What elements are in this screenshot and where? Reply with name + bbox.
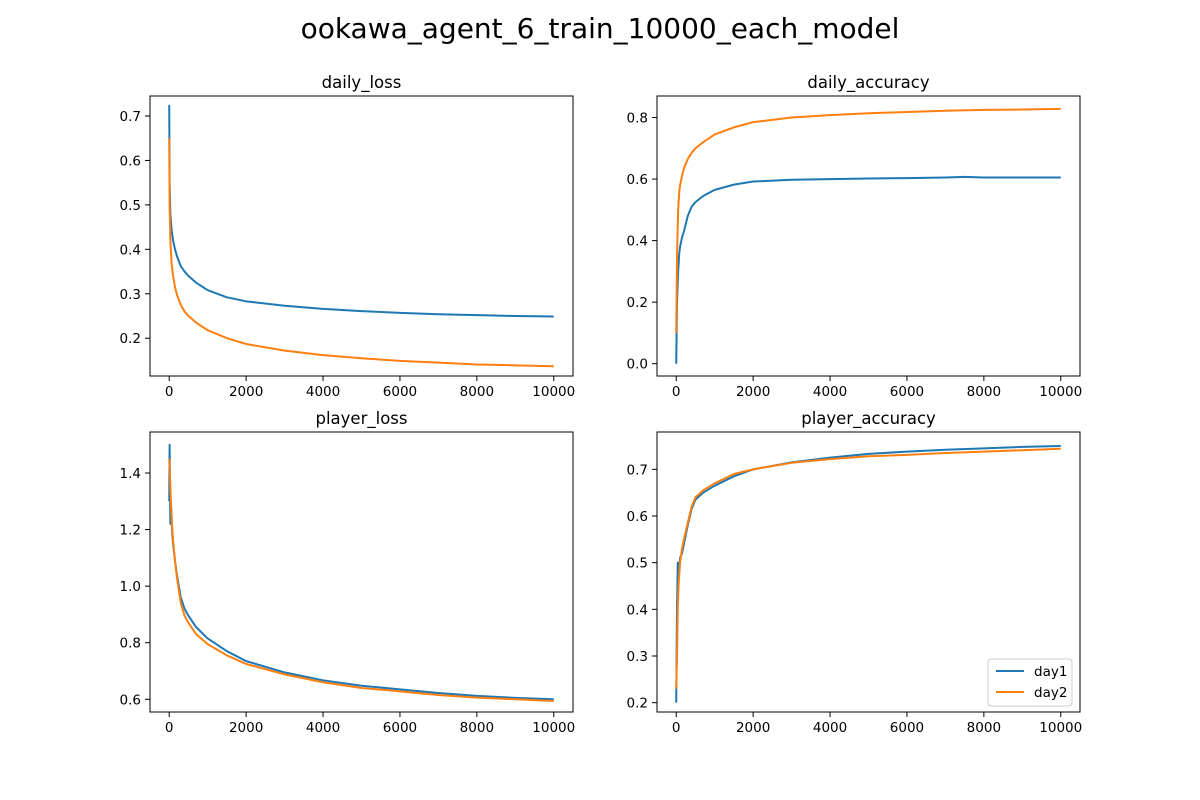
axes-title: player_accuracy	[801, 409, 936, 429]
x-tick-label: 6000	[383, 720, 417, 736]
x-tick-label: 2000	[736, 720, 770, 736]
x-tick-label: 4000	[306, 384, 340, 400]
x-tick-label: 8000	[967, 384, 1001, 400]
player-loss-axes: player_loss 0 2000 4000 6000 8000 10000 0.6 0.8…	[120, 409, 576, 736]
x-tick-label: 0	[165, 720, 174, 736]
y-tick-label: 0.8	[120, 636, 141, 652]
axes-title: daily_accuracy	[807, 73, 929, 93]
y-tick-label: 1.4	[120, 466, 141, 482]
x-tick-label: 2000	[229, 720, 263, 736]
x-tick-label: 0	[165, 384, 174, 400]
legend-label-day2: day2	[1034, 685, 1067, 701]
x-tick-label: 4000	[306, 720, 340, 736]
axes-title: player_loss	[316, 409, 408, 429]
series-line-day2	[168, 458, 554, 702]
y-tick-label: 0.2	[120, 331, 141, 347]
y-tick-label: 0.0	[627, 357, 648, 373]
x-tick-label: 10000	[532, 384, 575, 400]
x-tick-label: 8000	[460, 720, 494, 736]
x-tick-label: 6000	[383, 384, 417, 400]
y-tick-label: 0.6	[120, 153, 141, 169]
plot-frame	[656, 95, 1081, 377]
y-tick-label: 0.5	[120, 198, 141, 214]
y-tick-label: 1.0	[120, 579, 141, 595]
x-tick-label: 6000	[890, 384, 924, 400]
x-tick-label: 4000	[813, 720, 847, 736]
y-tick-label: 0.4	[120, 242, 141, 258]
y-tick-label: 0.6	[627, 509, 648, 525]
x-tick-label: 6000	[890, 720, 924, 736]
daily-accuracy-axes: daily_accuracy 0 2000 4000 6000 8000 10000 0.0…	[627, 73, 1083, 400]
x-tick-label: 8000	[460, 384, 494, 400]
x-tick-label: 10000	[1039, 720, 1082, 736]
legend: day1 day2	[987, 658, 1073, 707]
y-tick-label: 0.3	[627, 649, 648, 665]
y-tick-label: 0.4	[627, 602, 648, 618]
x-tick-label: 10000	[1039, 384, 1082, 400]
x-tick-label: 10000	[532, 720, 575, 736]
x-tick-label: 2000	[229, 384, 263, 400]
series-line-day2	[675, 447, 1061, 689]
y-tick-label: 0.2	[627, 295, 648, 311]
y-tick-label: 0.5	[627, 556, 648, 572]
y-tick-label: 1.2	[120, 523, 141, 539]
plot-frame	[149, 431, 574, 713]
series-line-day1	[168, 104, 554, 318]
axes-title: daily_loss	[322, 73, 402, 93]
y-tick-label: 0.3	[120, 287, 141, 303]
player-accuracy-axes: player_accuracy 0 2000 4000 6000 8000 10000 0.…	[627, 409, 1083, 736]
legend-label-day1: day1	[1034, 664, 1067, 680]
y-tick-label: 0.7	[627, 462, 648, 478]
series-line-day2	[168, 138, 554, 368]
y-tick-label: 0.4	[627, 234, 648, 250]
y-tick-label: 0.8	[627, 111, 648, 127]
y-tick-label: 0.7	[120, 109, 141, 125]
x-tick-label: 0	[672, 720, 681, 736]
plot-frame	[149, 95, 574, 377]
x-tick-label: 0	[672, 384, 681, 400]
daily-loss-axes: daily_loss 0 2000 4000 6000 8000 10000 0.2 0.3 0…	[120, 73, 576, 400]
x-tick-label: 4000	[813, 384, 847, 400]
series-line-day2	[675, 107, 1061, 333]
y-tick-label: 0.6	[120, 692, 141, 708]
plot-frame	[656, 431, 1081, 713]
y-tick-label: 0.2	[627, 696, 648, 712]
x-tick-label: 2000	[736, 384, 770, 400]
y-tick-label: 0.6	[627, 172, 648, 188]
x-tick-label: 8000	[967, 720, 1001, 736]
series-line-day1	[675, 175, 1061, 364]
figure-title: ookawa_agent_6_train_10000_each_model	[301, 12, 900, 45]
